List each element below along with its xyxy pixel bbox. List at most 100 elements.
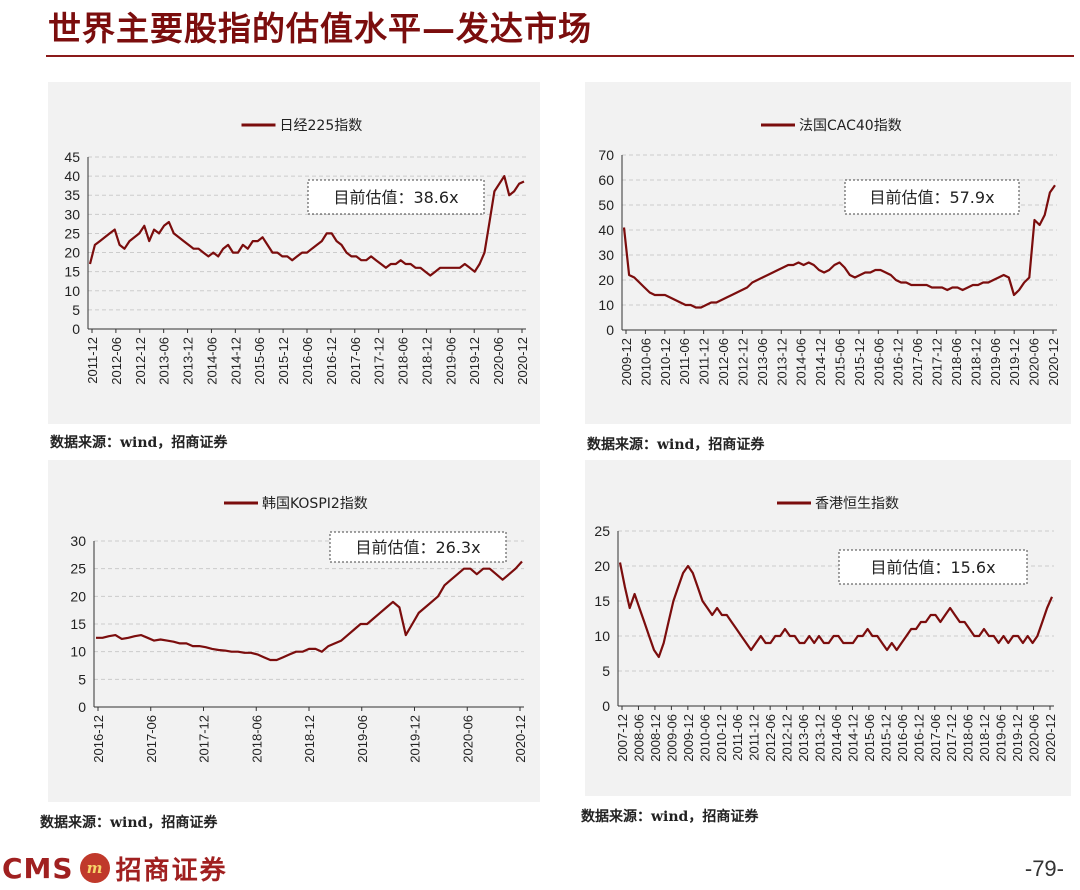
x-tick-label: 2014-06	[204, 337, 219, 385]
x-tick-label: 2015-12	[878, 714, 893, 762]
x-tick-label: 2015-06	[862, 714, 877, 762]
x-tick-label: 2013-12	[774, 338, 789, 386]
y-tick-label: 5	[72, 302, 80, 318]
y-tick-label: 50	[598, 197, 614, 213]
x-tick-label: 2019-06	[994, 714, 1009, 762]
legend-label: 韩国KOSPI2指数	[262, 496, 368, 512]
x-tick-label: 2014-12	[228, 337, 243, 385]
y-tick-label: 15	[64, 264, 80, 280]
chart-panel-cac40: 0 10 20 30 40 50 60 70 2009-12 2010-06 2010-12 2011…	[585, 82, 1071, 424]
x-tick-label: 2020-12	[1043, 714, 1058, 762]
source-note-kospi2: 数据来源：wind，招商证券	[40, 815, 218, 831]
series-line	[96, 560, 523, 662]
x-tick-label: 2020-12	[513, 715, 528, 763]
y-tick-label: 30	[70, 533, 86, 549]
source-note-nikkei: 数据来源：wind，招商证券	[50, 435, 228, 451]
x-tick-label: 2019-06	[988, 338, 1003, 386]
y-tick-label: 0	[602, 698, 610, 714]
x-tick-label: 2014-06	[794, 338, 809, 386]
y-tick-label: 10	[70, 644, 86, 660]
x-tick-label: 2013-12	[181, 337, 196, 385]
valuation-box	[844, 179, 1020, 215]
y-tick-label: 5	[78, 671, 86, 687]
y-tick-label: 70	[598, 147, 614, 163]
chart-svg: 0 10 20 30 40 50 60 70 2009-12 2010-06 2010-12 2011…	[598, 118, 1061, 386]
valuation-box	[307, 179, 485, 215]
x-tick-label: 2019-12	[1007, 338, 1022, 386]
x-tick-label: 2013-06	[755, 338, 770, 386]
y-tick-label: 30	[64, 206, 80, 222]
x-tick-label: 2017-06	[928, 714, 943, 762]
x-tick-label: 2017-12	[930, 338, 945, 386]
y-tick-label: 30	[598, 247, 614, 263]
series-line	[622, 184, 1056, 309]
legend-label: 香港恒生指数	[815, 496, 899, 512]
x-tick-label: 2011-12	[697, 338, 712, 385]
y-tick-label: 45	[64, 149, 80, 165]
y-tick-label: 10	[64, 283, 80, 299]
y-tick-label: 20	[64, 245, 80, 261]
x-tick-label: 2016-12	[91, 715, 106, 763]
x-tick-label: 2011-06	[677, 338, 692, 385]
x-tick-label: 2018-06	[249, 715, 264, 763]
x-tick-label: 2012-12	[780, 714, 795, 762]
x-tick-label: 2010-06	[638, 338, 653, 386]
x-tick-label: 2018-12	[977, 714, 992, 762]
logo-emblem-icon: m	[79, 853, 110, 883]
page-number: -79-	[1024, 856, 1064, 881]
x-tick-label: 2013-06	[796, 714, 811, 762]
x-tick-label: 2017-06	[910, 338, 925, 386]
y-tick-label: 5	[602, 663, 610, 679]
chart-panel-hangseng: 0 5 10 15 20 25 2007-12 2008-06 2008-12 2009-06 20…	[585, 460, 1071, 796]
x-tick-label: 2015-12	[852, 338, 867, 386]
x-tick-label: 2009-12	[681, 714, 696, 762]
x-tick-label: 2018-06	[961, 714, 976, 762]
x-tick-label: 2012-12	[735, 338, 750, 386]
x-tick-label: 2010-12	[714, 714, 729, 762]
x-tick-label: 2020-06	[460, 715, 475, 763]
series-line	[88, 174, 525, 277]
y-tick-label: 25	[594, 523, 610, 539]
cms-logo: CMS m 招商证券	[2, 848, 228, 888]
y-tick-label: 40	[64, 168, 80, 184]
x-tick-label: 2011-12	[85, 337, 100, 384]
x-tick-label: 2020-06	[1027, 338, 1042, 386]
chart-svg: 0 5 10 15 20 25 30 35 40 45 2011-12 2012-06 2012-12 2…	[64, 118, 530, 385]
x-tick-label: 2020-12	[1046, 338, 1061, 386]
x-tick-label: 2015-06	[833, 338, 848, 386]
x-tick-label: 2017-06	[348, 337, 363, 385]
chart-svg: 0 5 10 15 20 25 30 2016-12 2017-06 2017-12 2018-06…	[70, 496, 528, 763]
x-tick-label: 2016-06	[871, 338, 886, 386]
series-line	[618, 562, 1054, 659]
title-divider	[46, 55, 1074, 57]
x-tick-label: 2014-06	[829, 714, 844, 762]
x-tick-label: 2016-12	[891, 338, 906, 386]
y-tick-label: 0	[72, 321, 80, 337]
x-tick-label: 2018-06	[396, 337, 411, 385]
y-tick-label: 10	[594, 628, 610, 644]
x-tick-label: 2018-12	[302, 715, 317, 763]
x-tick-label: 2013-06	[157, 337, 172, 385]
x-tick-label: 2014-12	[845, 714, 860, 762]
x-tick-label: 2008-12	[648, 714, 663, 762]
x-tick-label: 2016-12	[911, 714, 926, 762]
chart-panel-nikkei: 0 5 10 15 20 25 30 35 40 45 2011-12 2012-06 2012-12 2…	[48, 82, 540, 424]
x-tick-label: 2019-06	[355, 715, 370, 763]
x-tick-label: 2016-06	[300, 337, 315, 385]
valuation-box	[838, 549, 1028, 585]
x-tick-label: 2015-06	[252, 337, 267, 385]
valuation-label: 目前估值：38.6x	[333, 188, 458, 207]
y-tick-label: 20	[70, 588, 86, 604]
source-note-cac40: 数据来源：wind，招商证券	[587, 437, 765, 453]
x-tick-label: 2011-12	[747, 714, 762, 761]
x-tick-label: 2017-12	[372, 337, 387, 385]
y-tick-label: 10	[598, 297, 614, 313]
x-tick-label: 2007-12	[615, 714, 630, 762]
x-tick-label: 2016-12	[324, 337, 339, 385]
valuation-label: 目前估值：26.3x	[355, 538, 480, 557]
x-tick-label: 2012-06	[716, 338, 731, 386]
x-tick-label: 2008-06	[631, 714, 646, 762]
x-tick-label: 2016-06	[895, 714, 910, 762]
logo-text-cn: 招商证券	[115, 855, 228, 886]
logo-text-en: CMS	[2, 851, 74, 885]
